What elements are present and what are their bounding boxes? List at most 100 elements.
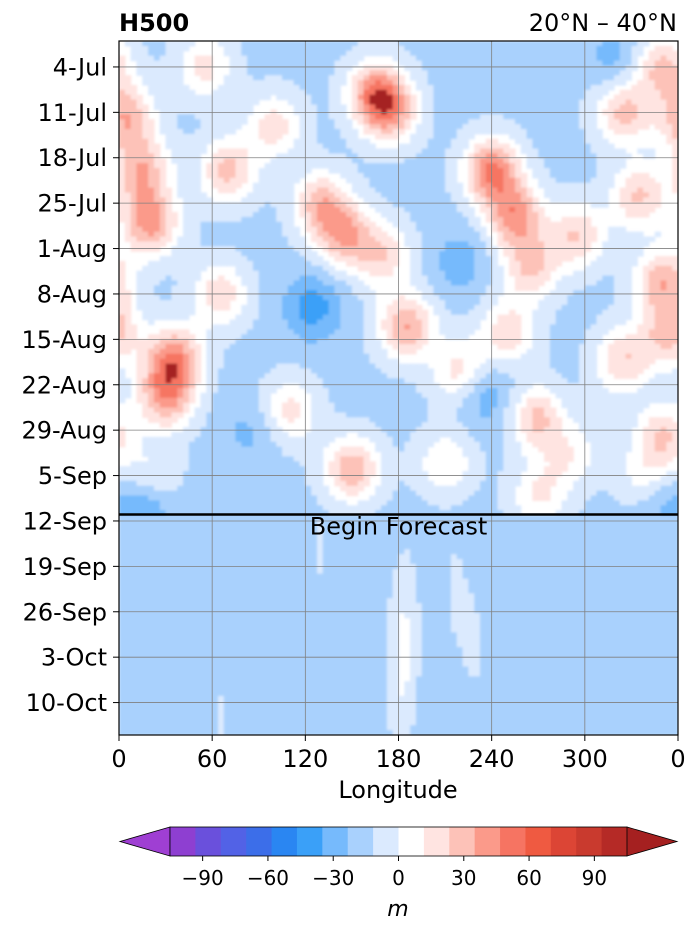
heatmap-cell [590, 226, 598, 233]
heatmap-cell [328, 207, 336, 213]
heatmap-cell [369, 124, 376, 130]
heatmap-cell [334, 334, 341, 340]
heatmap-cell [415, 172, 423, 179]
heatmap-cell [223, 216, 231, 223]
heatmap-cell [613, 256, 621, 262]
heatmap-cell [625, 207, 633, 213]
heatmap-cell [235, 182, 242, 189]
heatmap-cell [544, 168, 551, 174]
heatmap-cell [229, 295, 237, 301]
heatmap-cell [241, 202, 248, 208]
heatmap-cell [613, 148, 621, 155]
heatmap-cell [613, 231, 621, 238]
heatmap-cell [229, 221, 237, 228]
heatmap-cell [247, 285, 254, 291]
heatmap-cell [328, 329, 336, 335]
heatmap-cell [229, 168, 237, 174]
heatmap-cell [381, 148, 388, 155]
heatmap-cell [567, 99, 574, 106]
heatmap-cell [421, 143, 429, 150]
heatmap-cell [590, 80, 598, 86]
heatmap-cell [322, 99, 330, 106]
heatmap-cell [188, 99, 196, 106]
heatmap-cell [316, 50, 324, 57]
heatmap-cell [427, 265, 435, 272]
heatmap-cell [509, 246, 516, 252]
heatmap-cell [142, 221, 149, 228]
heatmap-cell [264, 324, 271, 330]
heatmap-cell [148, 226, 155, 233]
heatmap-cell [415, 80, 423, 86]
heatmap-cell [375, 207, 382, 213]
heatmap-cell [229, 94, 237, 101]
heatmap-cell [200, 138, 207, 145]
heatmap-cell [509, 329, 516, 335]
heatmap-cell [171, 251, 178, 257]
heatmap-cell [235, 236, 242, 242]
heatmap-cell [526, 280, 534, 286]
heatmap-cell [613, 280, 621, 286]
heatmap-cell [119, 207, 126, 213]
heatmap-cell [299, 70, 306, 76]
heatmap-cell [217, 275, 225, 282]
heatmap-cell [363, 143, 370, 150]
heatmap-cell [648, 236, 656, 242]
heatmap-cell [520, 143, 528, 150]
heatmap-cell [369, 295, 376, 301]
heatmap-cell [445, 45, 452, 52]
heatmap-cell [433, 148, 440, 155]
heatmap-cell [573, 65, 580, 71]
heatmap-cell [567, 192, 574, 198]
heatmap-cell [538, 319, 545, 326]
heatmap-cell [293, 265, 301, 272]
heatmap-cell [276, 285, 283, 291]
heatmap-cell [596, 270, 603, 277]
heatmap-cell [346, 236, 353, 242]
heatmap-cell [538, 119, 545, 125]
heatmap-cell [153, 353, 161, 360]
heatmap-cell [194, 251, 202, 257]
heatmap-cell [287, 329, 295, 335]
heatmap-cell [351, 94, 359, 101]
heatmap-cell [549, 197, 557, 203]
heatmap-cell [579, 236, 586, 242]
heatmap-cell [567, 197, 574, 203]
heatmap-cell [247, 241, 254, 247]
heatmap-cell [223, 182, 231, 189]
heatmap-cell [427, 275, 435, 282]
heatmap-cell [398, 60, 405, 67]
heatmap-cell [177, 265, 184, 272]
heatmap-cell [398, 300, 405, 306]
heatmap-cell [148, 241, 155, 247]
heatmap-cell [369, 119, 376, 125]
heatmap-cell [299, 50, 306, 57]
heatmap-cell [526, 251, 534, 257]
heatmap-cell [410, 158, 417, 164]
heatmap-cell [311, 158, 318, 164]
heatmap-cell [625, 153, 633, 159]
heatmap-cell [386, 89, 394, 96]
heatmap-cell [666, 314, 673, 321]
heatmap-cell [171, 138, 178, 145]
heatmap-cell [596, 256, 603, 262]
heatmap-cell [439, 260, 446, 267]
heatmap-cell [555, 50, 563, 57]
heatmap-cell [584, 177, 592, 184]
heatmap-cell [299, 280, 306, 286]
heatmap-cell [235, 55, 242, 62]
heatmap-cell [183, 182, 190, 189]
heatmap-cell [316, 55, 324, 62]
heatmap-cell [148, 197, 155, 203]
heatmap-cell [514, 275, 522, 282]
heatmap-cell [596, 138, 603, 145]
heatmap-cell [602, 163, 609, 169]
heatmap-cell [188, 309, 196, 316]
heatmap-cell [637, 50, 644, 57]
heatmap-cell [526, 99, 534, 106]
heatmap-cell [363, 216, 370, 223]
heatmap-cell [334, 339, 341, 345]
heatmap-cell [625, 231, 633, 238]
heatmap-cell [386, 324, 394, 330]
heatmap-cell [375, 168, 382, 174]
heatmap-cell [235, 60, 242, 67]
